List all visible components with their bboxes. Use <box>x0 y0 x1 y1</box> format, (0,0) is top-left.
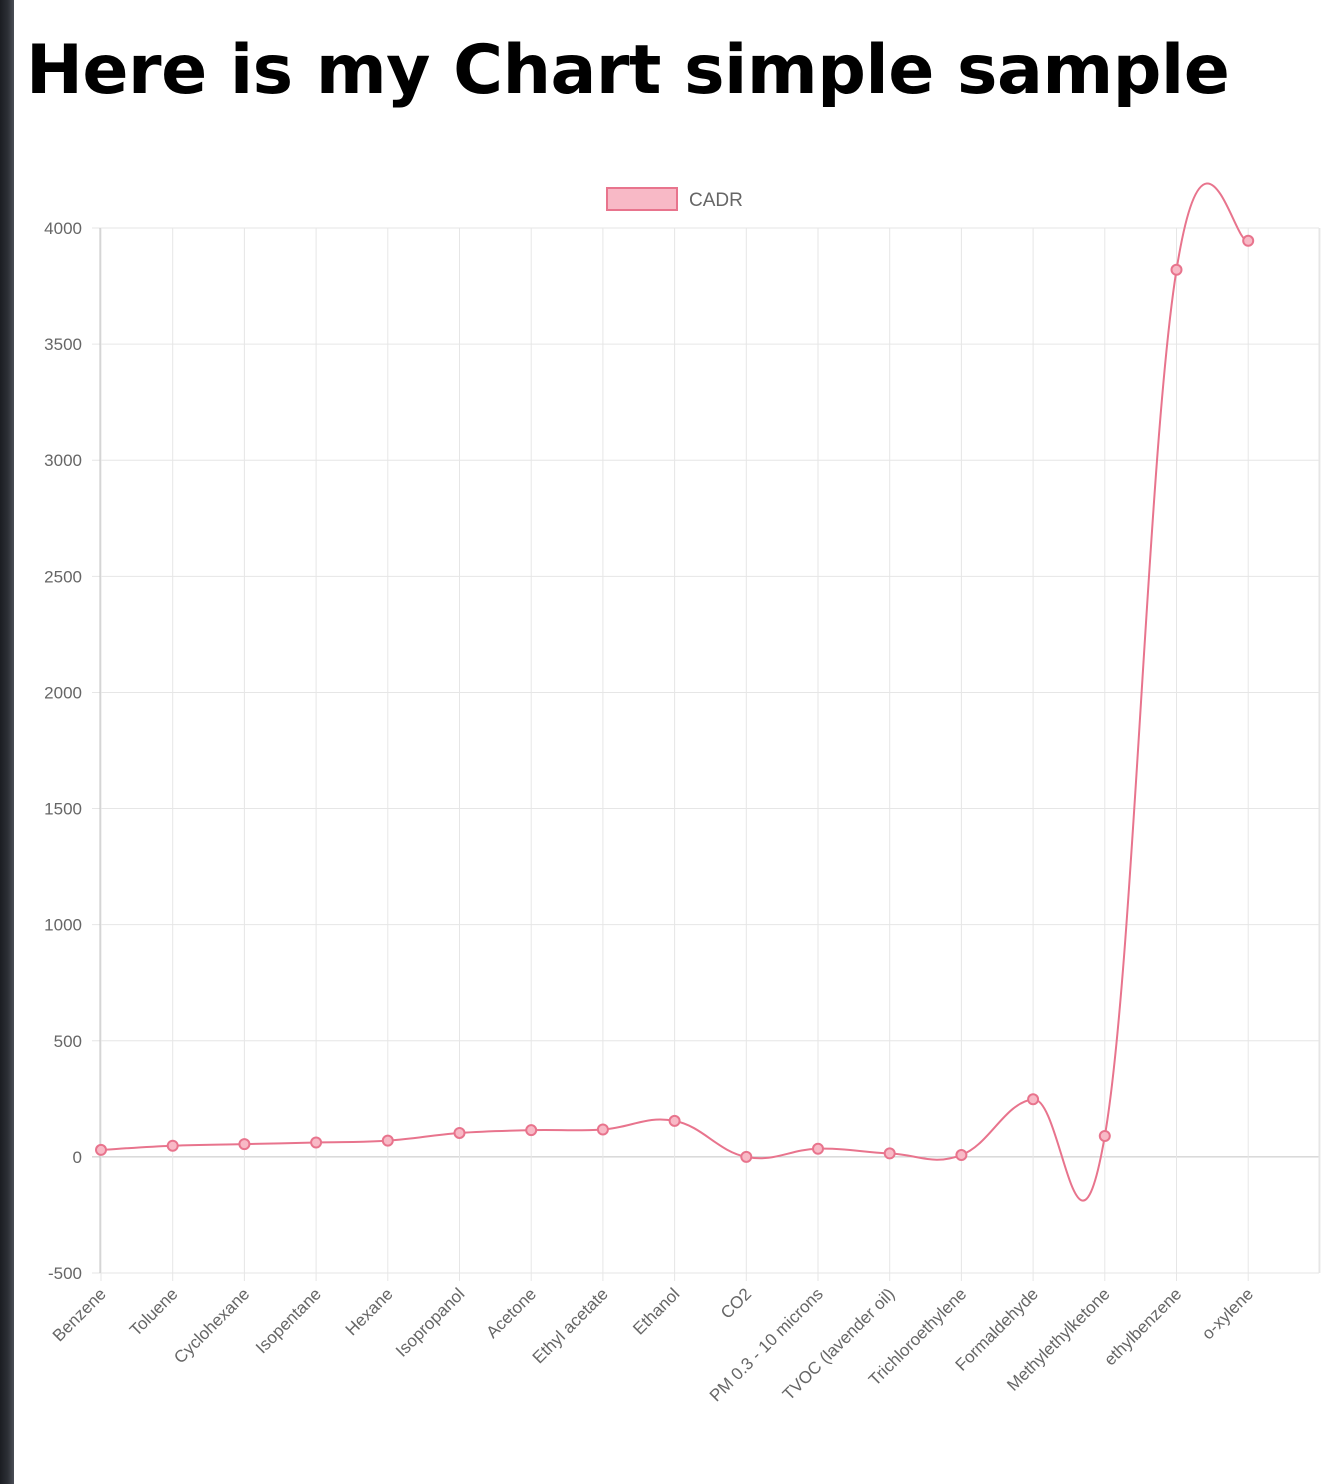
data-point[interactable] <box>883 1147 896 1160</box>
data-point[interactable] <box>1242 234 1255 247</box>
y-tick-label: 500 <box>54 1032 82 1051</box>
data-point[interactable] <box>238 1138 251 1151</box>
y-tick-label: 1500 <box>44 800 82 819</box>
x-tick-label: Ethyl acetate <box>529 1284 612 1367</box>
data-point[interactable] <box>525 1124 538 1137</box>
y-tick-label: -500 <box>48 1264 82 1283</box>
data-point[interactable] <box>310 1136 323 1149</box>
x-tick-label: Hexane <box>342 1284 397 1339</box>
data-point[interactable] <box>95 1143 107 1156</box>
data-point[interactable] <box>166 1139 179 1152</box>
x-tick-label: Toluene <box>126 1284 182 1340</box>
grid-lines <box>92 227 1321 1281</box>
data-point[interactable] <box>381 1134 394 1147</box>
y-tick-label: 2000 <box>44 683 82 702</box>
y-tick-label: 1000 <box>44 916 82 935</box>
data-point[interactable] <box>668 1114 681 1127</box>
y-tick-label: 4000 <box>44 219 82 238</box>
y-tick-label: 2500 <box>44 567 82 586</box>
x-tick-label: CO2 <box>717 1284 755 1322</box>
x-tick-label: Isopropanol <box>392 1284 468 1360</box>
data-point[interactable] <box>740 1150 753 1163</box>
data-point[interactable] <box>1170 263 1183 276</box>
legend[interactable]: CADR <box>606 187 743 211</box>
x-tick-label: Benzene <box>49 1284 110 1345</box>
x-tick-label: ethylbenzene <box>1100 1284 1185 1369</box>
data-point[interactable] <box>596 1123 609 1136</box>
legend-label[interactable]: CADR <box>689 190 743 211</box>
x-tick-label: Isopentane <box>252 1284 325 1357</box>
x-tick-label: Cyclohexane <box>170 1284 253 1367</box>
y-tick-label: 0 <box>73 1148 82 1167</box>
series-cadr <box>95 182 1255 1202</box>
y-tick-label: 3000 <box>44 451 82 470</box>
data-point[interactable] <box>1098 1129 1111 1142</box>
data-point[interactable] <box>453 1126 466 1139</box>
y-axis-ticks: -500 0 500 1000 1500 2000 2500 3000 3500 4000 <box>44 219 82 1283</box>
data-point[interactable] <box>955 1149 968 1162</box>
data-point[interactable] <box>812 1142 824 1155</box>
x-tick-label: o-xylene <box>1198 1284 1257 1343</box>
page-title: Here is my Chart simple sample <box>26 31 1230 110</box>
x-tick-label: Ethanol <box>629 1284 683 1338</box>
legend-swatch[interactable] <box>606 187 678 211</box>
y-tick-label: 3500 <box>44 335 82 354</box>
x-tick-label: Acetone <box>482 1284 540 1342</box>
window-edge <box>0 0 14 1484</box>
data-point[interactable] <box>1027 1093 1040 1106</box>
